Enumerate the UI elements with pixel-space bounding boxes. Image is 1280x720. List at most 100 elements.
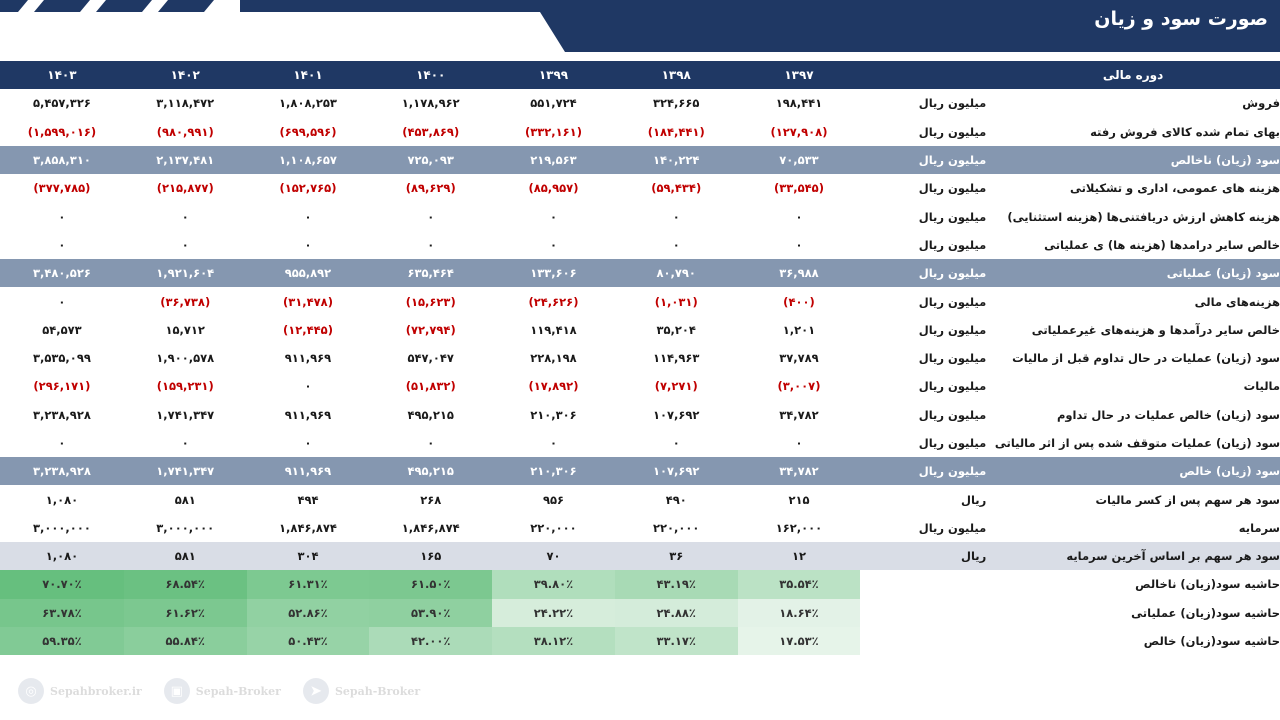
margin-cell: ۶۱.۳۱٪	[246, 570, 370, 599]
cell-value: ۱,۹۲۱,۶۰۴	[123, 259, 247, 288]
row-unit: میلیون ریال	[918, 322, 987, 337]
table-row: سود (زیان) خالص میلیون ریال ۳۴,۷۸۲ ۱۰۷,۶۹۲ ۲…	[0, 457, 1280, 486]
cell-value: (۱۷,۸۹۲)	[528, 379, 579, 394]
cell-value: ۹۱۱,۹۶۹	[284, 407, 332, 422]
table-row: سود هر سهم پس از کسر مالیات ریال ۲۱۵ ۴۹۰ ۹۵۶…	[0, 485, 1280, 513]
cell-value: ۵۵۱,۷۲۴	[530, 96, 577, 111]
watermark-text: Sepahbroker.ir	[50, 684, 142, 698]
cell-value: ۲۱۵	[788, 492, 810, 507]
banner-shape	[0, 0, 1280, 52]
cell-value: (۶۹۹,۵۹۶)	[279, 124, 337, 139]
row-unit: میلیون ریال	[918, 124, 987, 139]
telegram-icon: ➤	[302, 678, 329, 704]
cell-value: ۴۹۵,۲۱۵	[407, 407, 454, 422]
table-row: هزینه های عمومی، اداری و تشکیلاتی میلیون …	[0, 174, 1280, 202]
table-row: بهای تمام شده کالای فروش رفته میلیون ریال…	[0, 118, 1280, 146]
cell-value: (۷۲,۷۹۴)	[405, 322, 456, 337]
year-header: ۱۴۰۲	[123, 61, 247, 90]
cell-value: ۲۱۰,۳۰۶	[492, 457, 615, 486]
cell-value: ۰	[58, 436, 66, 450]
row-label: سود (زیان) خالص	[986, 457, 1280, 486]
cell-value: ۰	[58, 237, 66, 252]
cell-value: ۰	[58, 294, 66, 309]
cell-value: ۱,۷۴۱,۳۴۷	[123, 457, 247, 486]
row-unit: میلیون ریال	[918, 294, 987, 309]
row-unit	[860, 570, 986, 598]
cell-value: ۱۰۷,۶۹۲	[652, 407, 700, 422]
cell-value: ۲۲۸,۱۹۸	[530, 351, 577, 366]
margin-cell: ۳۵.۵۴٪	[737, 570, 861, 599]
cell-value: ۷۲۵,۰۹۳	[369, 145, 493, 175]
cell-value: (۸۵,۹۵۷)	[528, 181, 579, 196]
row-unit: میلیون ریال	[918, 237, 987, 252]
cell-value: ۳۴,۷۸۲	[737, 457, 861, 486]
cell-value: ۰	[549, 436, 557, 450]
cell-value: (۳۳,۵۴۵)	[773, 181, 824, 196]
cell-value: ۳,۴۸۰,۵۲۶	[0, 259, 124, 288]
cell-value: (۵۱,۸۳۲)	[405, 379, 456, 394]
cell-value: (۱۵,۶۲۳)	[405, 294, 456, 309]
cell-value: ۲۱۰,۳۰۶	[530, 407, 577, 422]
cell-value: ۷۰,۵۳۳	[737, 145, 861, 175]
cell-value: ۰	[795, 209, 803, 224]
cell-value: ۲۶۸	[420, 492, 442, 507]
table-row: خالص سایر درآمدها و هزینه‌های غیرعملیاتی…	[0, 316, 1280, 344]
margin-cell: ۶۳.۷۸٪	[0, 598, 124, 627]
cell-value: ۱۵,۷۱۲	[165, 322, 205, 337]
table-row: خالص سایر درامدها (هزینه ها) ی عملیاتی می…	[0, 231, 1280, 259]
cell-value: ۰	[304, 379, 312, 394]
cell-value: ۱۹۸,۴۴۱	[775, 96, 823, 111]
margin-cell: ۱۷.۵۳٪	[737, 626, 861, 656]
cell-value: ۰	[549, 237, 557, 252]
cell-value: ۰	[427, 237, 435, 252]
cell-value: (۵۹,۴۳۴)	[651, 181, 702, 196]
margin-cell: ۵۲.۸۶٪	[246, 598, 370, 627]
watermark-text: Sepah-Broker	[195, 684, 281, 698]
cell-value: ۱,۸۴۶,۸۷۴	[401, 520, 460, 535]
cell-value: ۳۰۴	[246, 542, 370, 571]
row-unit: میلیون ریال	[918, 181, 987, 196]
margin-row: حاشیه سود(زیان) خالص ۱۷.۵۳٪ ۳۳.۱۷٪ ۳۸.۱۲٪ ۴۲…	[0, 626, 1280, 656]
cell-value: ۱,۸۰۸,۲۵۳	[279, 96, 337, 111]
cell-value: ۱۲	[737, 542, 861, 571]
cell-value: ۹۵۵,۸۹۲	[246, 259, 370, 288]
year-header: ۱۴۰۰	[369, 61, 493, 90]
row-label: سود (زیان) ناخالص	[986, 145, 1280, 175]
cell-value: ۱۰۷,۶۹۲	[614, 457, 738, 486]
row-label: هزینه کاهش ارزش دریافتنی‌ها (هزینه استثن…	[1007, 209, 1280, 224]
cell-value: ۵۸۱	[123, 542, 247, 571]
cell-value: (۴۵۳,۸۶۹)	[402, 124, 460, 139]
cell-value: ۰	[795, 237, 803, 252]
cell-value: ۹۱۱,۹۶۹	[246, 457, 370, 486]
cell-value: ۱,۲۰۱	[782, 322, 816, 337]
margin-cell: ۵۹.۳۵٪	[0, 626, 124, 656]
margin-cell: ۶۸.۵۴٪	[123, 570, 247, 599]
row-label: خالص سایر درامدها (هزینه ها) ی عملیاتی	[1044, 237, 1280, 252]
table-header-row: دوره مالی ۱۳۹۷ ۱۳۹۸ ۱۳۹۹ ۱۴۰۰ ۱۴۰۱ ۱۴۰۲ …	[0, 61, 1280, 90]
margin-cell: ۲۴.۲۲٪	[492, 598, 615, 627]
cell-value: ۰	[304, 436, 312, 450]
row-unit: میلیون ریال	[918, 351, 987, 366]
cell-value: ۳,۱۱۸,۴۷۲	[156, 96, 215, 111]
cell-value: ۲,۱۳۷,۴۸۱	[123, 145, 247, 175]
margin-cell: ۶۱.۶۲٪	[123, 598, 247, 627]
cell-value: ۱۳۳,۶۰۶	[492, 259, 615, 288]
table-row: فروش میلیون ریال ۱۹۸,۴۴۱ ۳۲۴,۶۶۵ ۵۵۱,۷۲۴ ۱,۱۷…	[0, 89, 1280, 117]
cell-value: ۰	[304, 237, 312, 252]
cell-value: ۷۰	[492, 542, 615, 571]
margin-cell: ۴۳.۱۹٪	[614, 570, 738, 599]
cell-value: (۷,۲۷۱)	[654, 379, 698, 394]
margin-cell: ۶۱.۵۰٪	[369, 570, 493, 599]
cell-value: ۱۴۰,۲۲۴	[614, 145, 738, 175]
cell-value: ۱۶۲,۰۰۰	[775, 520, 823, 535]
margin-cell: ۲۴.۸۸٪	[614, 598, 738, 627]
cell-value: ۱,۱۰۸,۶۵۷	[246, 145, 370, 175]
page-title: صورت سود و زیان	[1094, 8, 1268, 30]
cell-value: ۹۱۱,۹۶۹	[284, 351, 332, 366]
table-row: سود (زیان) خالص عملیات در حال تداوم میلیو…	[0, 401, 1280, 429]
cell-value: ۱,۹۰۰,۵۷۸	[156, 351, 215, 366]
cell-value: ۳,۲۳۸,۹۲۸	[32, 407, 91, 422]
margin-cell: ۵۰.۴۳٪	[246, 626, 370, 656]
margin-cell: ۱۸.۶۴٪	[737, 598, 861, 627]
row-unit: میلیون ریال	[860, 145, 987, 175]
